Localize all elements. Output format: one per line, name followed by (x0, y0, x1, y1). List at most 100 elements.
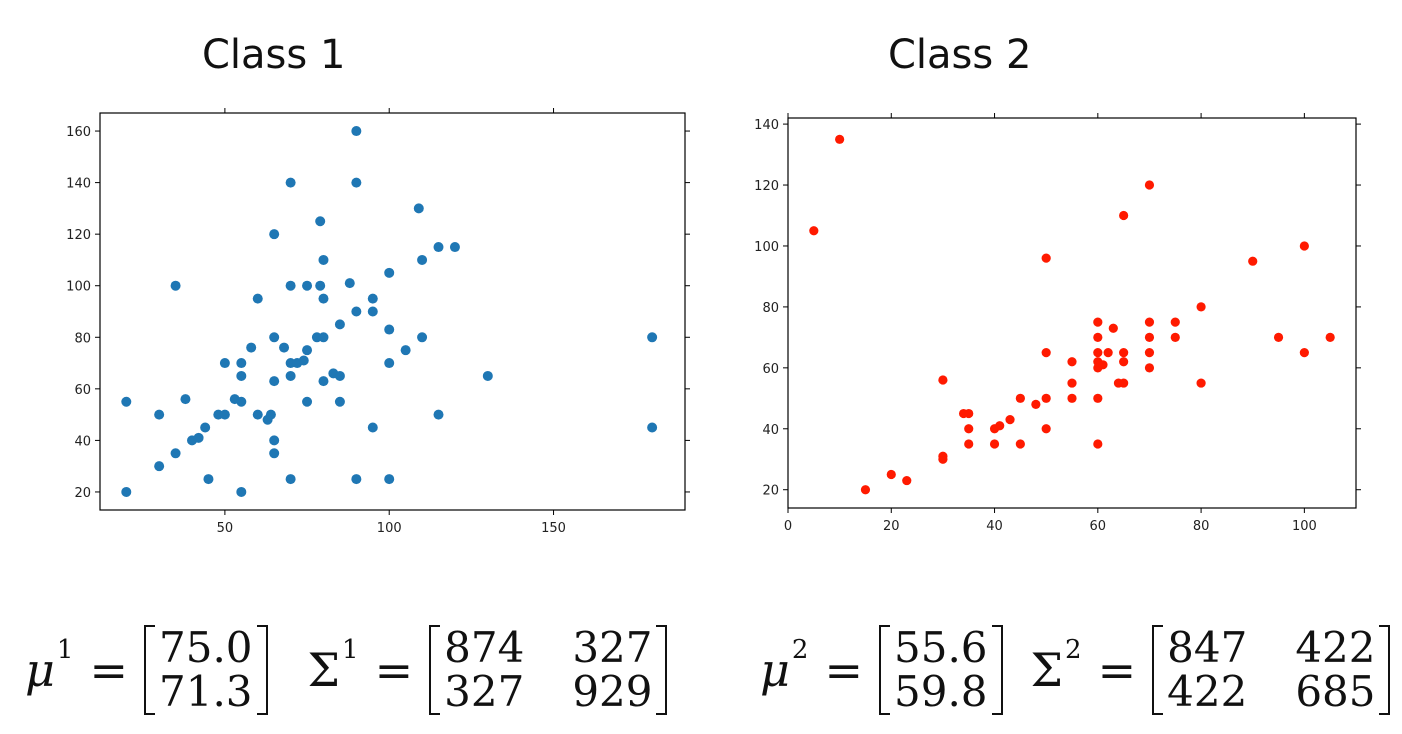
mean-superscript: 2 (791, 635, 809, 665)
data-point (1041, 253, 1051, 263)
x-tick-label: 150 (541, 521, 566, 536)
mean-symbol: μ (760, 643, 790, 697)
data-point (351, 126, 362, 137)
covariance-value: 874 (444, 623, 525, 672)
data-point (351, 177, 362, 188)
data-point (1093, 393, 1103, 403)
left-bracket (144, 625, 155, 715)
data-point (1170, 317, 1180, 327)
covariance-value: 422 (1295, 623, 1376, 672)
data-point (236, 486, 247, 497)
y-tick-label: 120 (754, 179, 779, 194)
covariance-value: 327 (572, 623, 653, 672)
data-point (351, 474, 362, 485)
covariance-value: 422 (1167, 667, 1248, 716)
data-point (1273, 332, 1284, 342)
data-point (302, 396, 313, 407)
y-tick-label: 160 (66, 125, 91, 140)
x-tick-label: 0 (784, 519, 792, 534)
y-tick-label: 120 (66, 228, 91, 243)
data-point (1093, 439, 1103, 449)
data-point (334, 396, 345, 407)
data-point (200, 422, 211, 433)
data-point (318, 254, 329, 265)
equals-sign: = (824, 643, 863, 697)
data-point (203, 474, 214, 485)
data-point (265, 409, 276, 420)
mean-value: 71.3 (159, 667, 253, 716)
mean-vector: 55.6 59.8 (879, 625, 1003, 715)
y-tick-label: 140 (66, 177, 91, 192)
data-point (1119, 378, 1129, 388)
data-point (1093, 317, 1103, 327)
covariance-value: 929 (572, 667, 653, 716)
data-point (384, 474, 395, 485)
data-point (269, 435, 280, 446)
right-bracket (991, 625, 1003, 715)
data-point (344, 278, 355, 289)
data-point (351, 306, 362, 317)
data-point (433, 242, 444, 253)
data-point (367, 306, 378, 317)
data-point (154, 461, 165, 472)
data-point (318, 376, 329, 387)
data-point (1299, 348, 1309, 358)
left-bracket (1152, 625, 1164, 715)
data-point (1015, 393, 1025, 403)
data-point (193, 432, 204, 443)
data-point (647, 332, 658, 343)
data-point (246, 342, 257, 353)
data-point (1108, 323, 1118, 333)
covariance-symbol: Σ (1030, 643, 1064, 697)
data-point (285, 177, 296, 188)
data-point (269, 332, 280, 343)
data-point (1248, 256, 1258, 266)
equals-sign: = (1097, 643, 1137, 697)
data-point (384, 358, 395, 369)
equals-sign: = (89, 643, 128, 697)
data-point (1067, 393, 1077, 403)
y-tick-label: 100 (754, 240, 779, 255)
x-tick-label: 40 (986, 519, 1003, 534)
left-bracket (429, 625, 441, 715)
covariance-superscript: 1 (342, 635, 359, 665)
x-tick-label: 60 (1090, 519, 1107, 534)
data-point (236, 370, 247, 381)
data-point (302, 280, 313, 291)
data-point (252, 409, 263, 420)
data-point (285, 474, 296, 485)
data-point (1119, 210, 1129, 221)
data-point (938, 451, 948, 461)
class-1-scatter-plot: 50 100 150 20 40 60 80 100 120 140 160 (66, 108, 690, 536)
class-1-title: Class 1 (202, 32, 346, 78)
covariance-value: 685 (1295, 667, 1376, 716)
data-point (400, 345, 411, 356)
data-point (1031, 399, 1041, 410)
data-point (1144, 180, 1155, 190)
x-tick-label: 100 (1292, 519, 1317, 534)
data-point (417, 332, 428, 343)
data-point (318, 293, 329, 304)
y-tick-label: 100 (66, 280, 91, 295)
data-point (1144, 317, 1155, 327)
data-point (1144, 348, 1155, 358)
y-tick-label: 40 (74, 434, 91, 449)
data-point (170, 280, 181, 291)
x-tick-label: 100 (377, 521, 402, 536)
y-tick-label: 40 (762, 423, 779, 438)
covariance-symbol: Σ (307, 643, 341, 697)
data-point (1325, 332, 1335, 342)
data-point (902, 475, 912, 486)
data-point (384, 324, 395, 335)
data-point (1041, 424, 1051, 434)
data-point (1103, 348, 1113, 358)
data-point (989, 439, 1000, 449)
data-point (433, 409, 444, 420)
data-point (315, 280, 326, 291)
data-point (302, 345, 313, 356)
data-point (860, 485, 871, 495)
x-tick-label: 20 (883, 519, 900, 534)
data-point (170, 448, 181, 459)
